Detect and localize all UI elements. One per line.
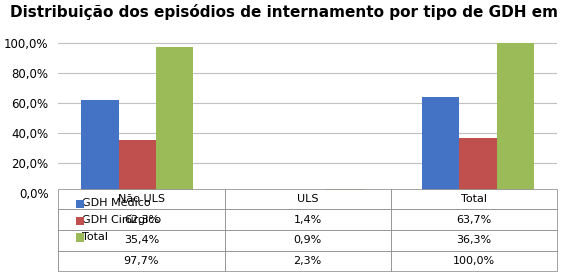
Bar: [81, 100, 118, 192]
Text: GDH Cirúrgico: GDH Cirúrgico: [82, 215, 161, 225]
Bar: [496, 43, 534, 192]
Bar: [422, 97, 459, 192]
Bar: [289, 191, 327, 192]
Title: Distribuição dos episódios de internamento por tipo de GDH em 2004: Distribuição dos episódios de internamen…: [10, 4, 561, 20]
Bar: [327, 189, 364, 192]
Bar: [156, 47, 194, 192]
Bar: [251, 191, 289, 192]
Bar: [118, 140, 156, 192]
Bar: [459, 138, 496, 192]
Text: Total: Total: [82, 232, 108, 242]
Text: GDH Médico: GDH Médico: [82, 198, 150, 208]
